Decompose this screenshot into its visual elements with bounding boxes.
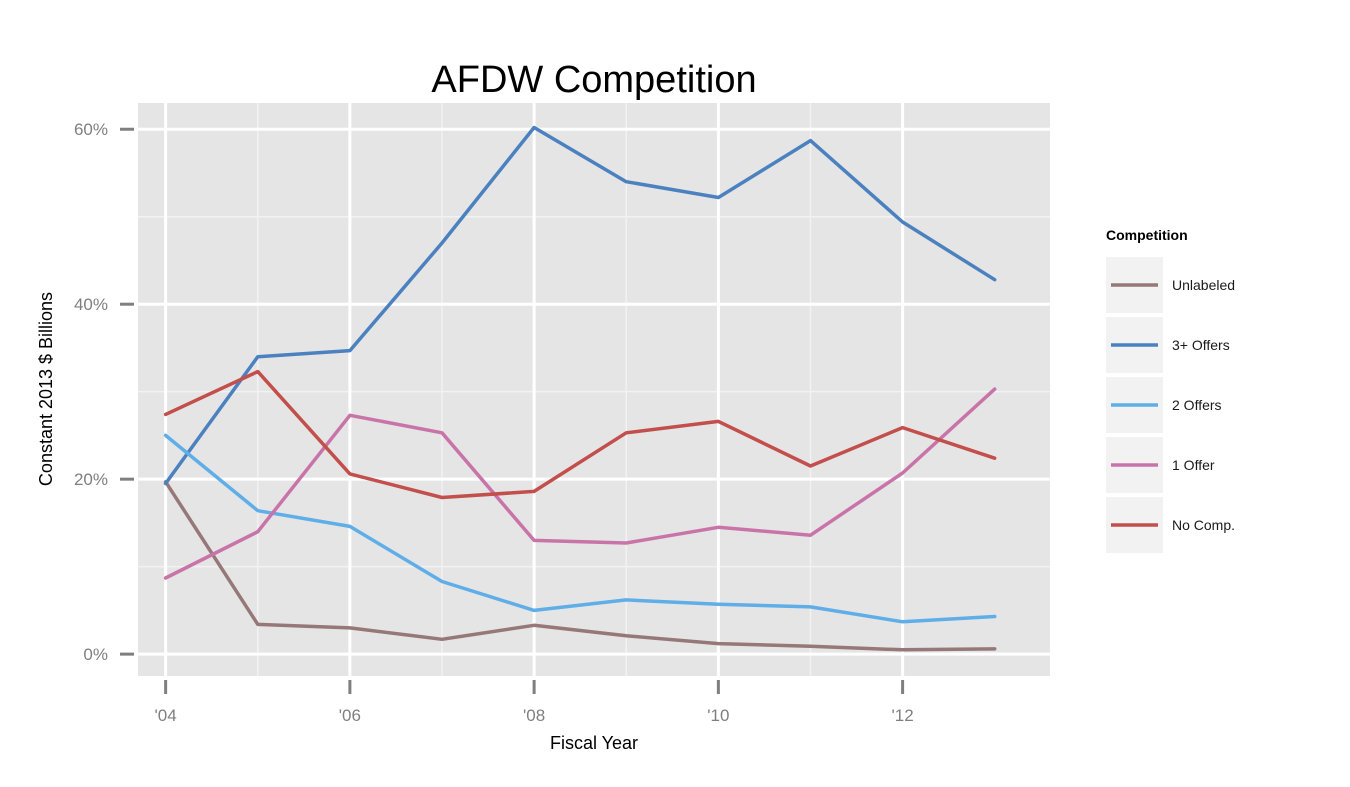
legend-item-3-offers: 3+ Offers (1106, 317, 1230, 373)
plot-panel (138, 103, 1050, 676)
y-axis-title: Constant 2013 $ Billions (36, 292, 56, 486)
legend-label: 1 Offer (1172, 457, 1215, 473)
y-axis: 0% 20% 40% 60% (74, 120, 134, 664)
legend-title: Competition (1106, 227, 1188, 243)
series-lines (163, 125, 997, 652)
x-tick-label: '08 (523, 706, 545, 725)
series-line-unlabeled (163, 480, 997, 652)
legend-item-2-offers: 2 Offers (1106, 377, 1222, 433)
legend-label: 2 Offers (1172, 397, 1222, 413)
legend-label: Unlabeled (1172, 277, 1235, 293)
series-line-no-comp (163, 369, 997, 500)
legend: Competition Unlabeled 3+ Offers 2 Offers 1 … (1106, 227, 1235, 553)
legend-item-unlabeled: Unlabeled (1106, 257, 1235, 313)
x-tick-label: '06 (339, 706, 361, 725)
x-tick-label: '10 (707, 706, 729, 725)
x-tick-label: '04 (155, 706, 177, 725)
x-axis: '04 '06 '08 '10 '12 (155, 680, 914, 725)
legend-item-1-offer: 1 Offer (1106, 437, 1215, 493)
legend-label: No Comp. (1172, 517, 1235, 533)
y-tick-label: 20% (74, 470, 108, 489)
x-axis-title: Fiscal Year (550, 733, 638, 753)
major-gridlines (138, 103, 1050, 676)
x-tick-label: '12 (892, 706, 914, 725)
minor-gridlines (138, 103, 1050, 676)
chart-title: AFDW Competition (431, 59, 756, 101)
series-line-3-offers (163, 125, 997, 486)
legend-label: 3+ Offers (1172, 337, 1230, 353)
series-line-1-offer (163, 387, 997, 580)
y-tick-label: 40% (74, 295, 108, 314)
y-tick-label: 0% (83, 645, 108, 664)
series-line-2-offers (163, 433, 997, 624)
legend-item-no-comp: No Comp. (1106, 497, 1235, 553)
y-tick-label: 60% (74, 120, 108, 139)
